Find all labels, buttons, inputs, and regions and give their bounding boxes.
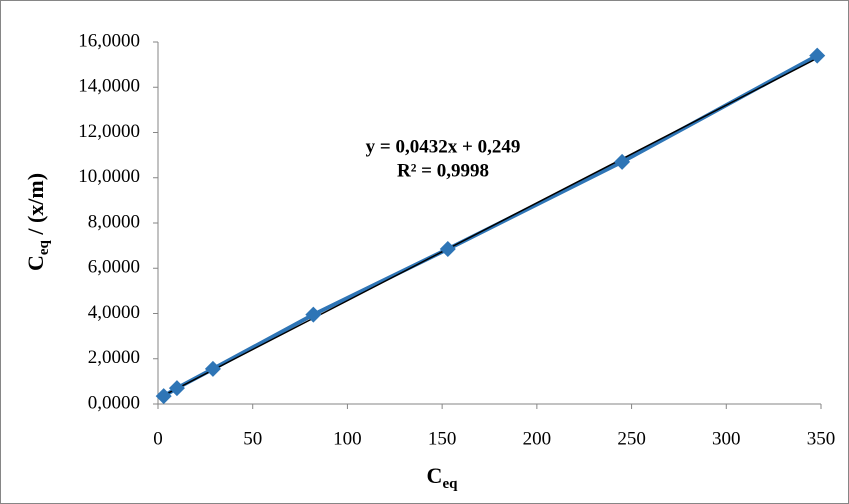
y-tick-label: 16,0000 xyxy=(78,30,140,51)
x-tick-label: 150 xyxy=(428,428,457,449)
y-title-sub: eq xyxy=(36,239,52,255)
y-tick-label: 14,0000 xyxy=(78,76,140,97)
trendline-r2: R² = 0,9998 xyxy=(397,160,489,181)
y-tick-label: 2,0000 xyxy=(88,347,140,368)
y-tick-label: 6,0000 xyxy=(88,257,140,278)
y-tick-label: 10,0000 xyxy=(78,166,140,187)
x-tick-label: 0 xyxy=(153,428,163,449)
y-tick-label: 0,0000 xyxy=(88,392,140,413)
x-tick-label: 100 xyxy=(333,428,362,449)
y-tick-label: 8,0000 xyxy=(88,211,140,232)
x-tick-label: 200 xyxy=(523,428,552,449)
y-tick-label: 4,0000 xyxy=(88,302,140,323)
y-tick-label: 12,0000 xyxy=(78,121,140,142)
x-tick-label: 50 xyxy=(243,428,262,449)
x-tick-label: 250 xyxy=(617,428,646,449)
chart: Ceq Ceq / (x/m) y = 0,0432x + 0,249 R² =… xyxy=(0,0,849,504)
x-title-main: C xyxy=(427,463,443,488)
trendline-equation: y = 0,0432x + 0,249 xyxy=(366,136,521,157)
y-axis-title: Ceq / (x/m) xyxy=(23,173,52,271)
y-title-main: C xyxy=(23,255,48,271)
y-title-rest: / (x/m) xyxy=(23,173,48,240)
x-tick-label: 350 xyxy=(807,428,836,449)
x-tick-label: 300 xyxy=(712,428,741,449)
x-title-sub: eq xyxy=(442,476,458,492)
